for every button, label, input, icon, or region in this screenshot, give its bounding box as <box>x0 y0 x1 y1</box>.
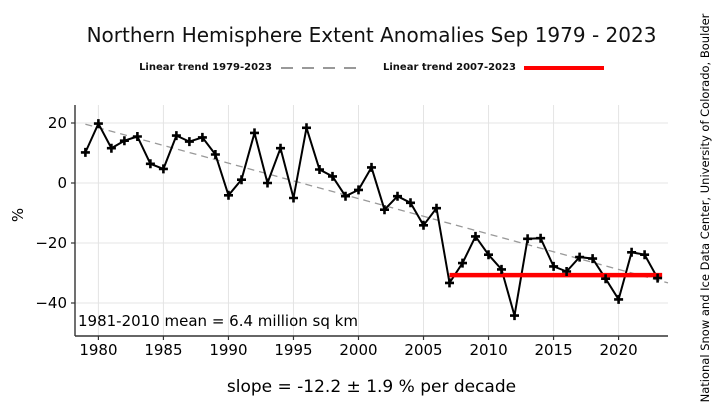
data-center-credit: National Snow and Ice Data Center, Unive… <box>698 13 712 403</box>
svg-text:2015: 2015 <box>534 341 572 359</box>
svg-text:−20: −20 <box>35 234 67 252</box>
svg-text:20: 20 <box>48 114 67 132</box>
svg-text:1980: 1980 <box>79 341 117 359</box>
legend-label-trend-2007-2023: Linear trend 2007-2023 <box>383 62 516 73</box>
svg-text:2010: 2010 <box>469 341 507 359</box>
red-line-swatch <box>523 65 604 70</box>
legend: Linear trend 1979-2023 Linear trend 2007… <box>75 62 668 73</box>
y-axis-label: % <box>9 207 27 223</box>
slope-caption: slope = -12.2 ± 1.9 % per decade <box>226 377 517 397</box>
svg-text:−40: −40 <box>35 294 67 312</box>
svg-text:2000: 2000 <box>339 341 377 359</box>
legend-label-trend-1979-2023: Linear trend 1979-2023 <box>139 62 272 73</box>
svg-text:1985: 1985 <box>144 341 182 359</box>
svg-text:0: 0 <box>57 174 67 192</box>
svg-text:1990: 1990 <box>209 341 247 359</box>
svg-text:2020: 2020 <box>599 341 637 359</box>
svg-text:1995: 1995 <box>274 341 312 359</box>
mean-annotation: 1981-2010 mean = 6.4 million sq km <box>78 312 358 330</box>
svg-text:2005: 2005 <box>404 341 442 359</box>
chart-title: Northern Hemisphere Extent Anomalies Sep… <box>86 23 657 47</box>
